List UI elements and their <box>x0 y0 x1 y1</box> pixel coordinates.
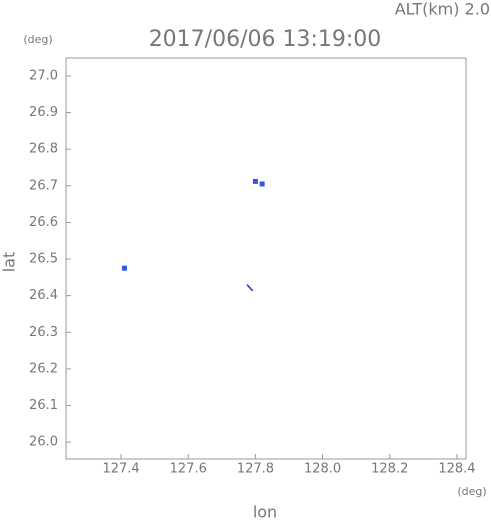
x-tick-label: 127.8 <box>237 462 274 477</box>
y-axis-label: lat <box>0 252 19 273</box>
point <box>259 181 265 187</box>
x-axis-label: lon <box>253 503 277 521</box>
track <box>246 284 254 292</box>
y-tick-label: 26.5 <box>29 252 58 267</box>
plot-frame <box>65 57 467 460</box>
y-tick-label: 26.1 <box>29 398 58 413</box>
y-unit: (deg) <box>23 33 52 46</box>
y-tick-label: 26.8 <box>29 142 58 157</box>
point <box>121 265 127 271</box>
chart-title: 2017/06/06 13:19:00 <box>149 27 382 52</box>
y-tick-label: 26.6 <box>29 215 58 230</box>
x-unit: (deg) <box>457 485 486 498</box>
y-tick-label: 26.4 <box>29 288 58 303</box>
y-tick-label: 26.3 <box>29 325 58 340</box>
y-tick-label: 27.0 <box>29 68 58 83</box>
x-tick-label: 127.6 <box>170 462 207 477</box>
x-tick-label: 128.2 <box>371 462 408 477</box>
y-tick-label: 26.2 <box>29 361 58 376</box>
y-tick-label: 26.0 <box>29 435 58 450</box>
point <box>252 178 258 184</box>
x-tick-label: 128.0 <box>304 462 341 477</box>
subtitle: ALT(km) 2.0 <box>395 0 490 19</box>
y-tick-label: 26.9 <box>29 105 58 120</box>
y-tick-label: 26.7 <box>29 178 58 193</box>
x-tick-label: 127.4 <box>102 462 139 477</box>
x-tick-label: 128.4 <box>438 462 475 477</box>
